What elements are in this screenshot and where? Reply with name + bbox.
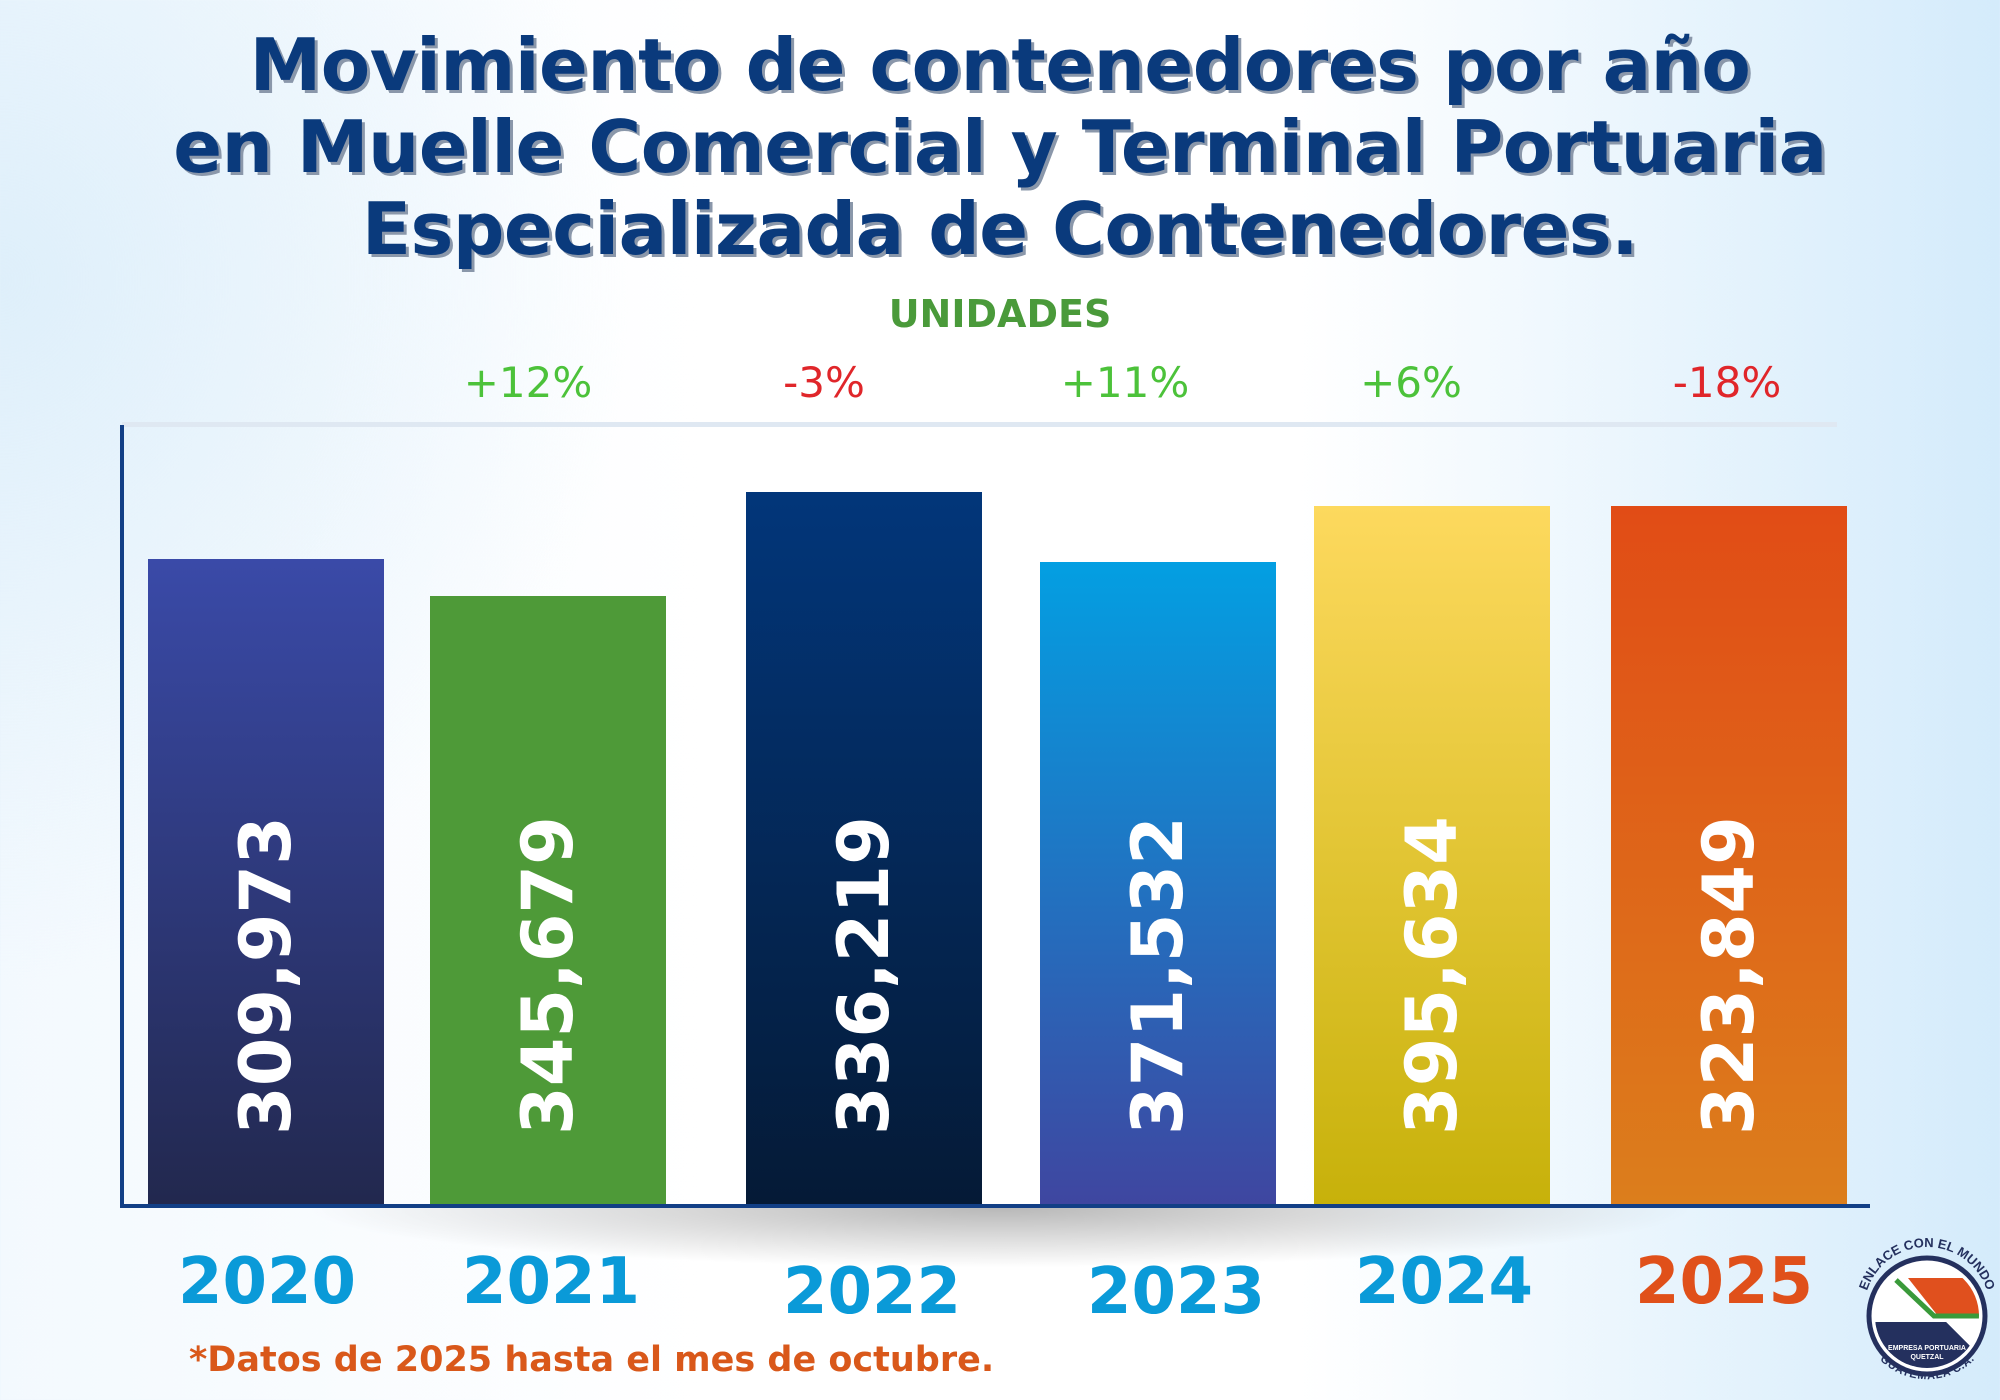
- unit-label: UNIDADES: [888, 292, 1112, 336]
- top-guide-line: [122, 422, 1837, 427]
- x-tick-label: 2021: [461, 1245, 641, 1319]
- change-label: +6%: [1360, 358, 1462, 407]
- footnote: *Datos de 2025 hasta el mes de octubre.: [189, 1340, 995, 1380]
- bar-2024: 395,634: [1314, 506, 1550, 1205]
- bar-2021: 345,679: [430, 596, 666, 1205]
- chart-title: Movimiento de contenedores por año en Mu…: [0, 24, 2000, 270]
- title-line-2: en Muelle Comercial y Terminal Portuaria: [173, 105, 1827, 189]
- bar-2022: 336,219: [746, 492, 982, 1205]
- x-axis-line: [120, 1204, 1870, 1208]
- bar-value-label: 309,973: [225, 816, 307, 1135]
- change-label: +11%: [1060, 358, 1190, 407]
- svg-text:QUETZAL: QUETZAL: [1910, 1354, 1944, 1361]
- bar-2020: 309,973: [148, 559, 384, 1205]
- bar-value-label: 323,849: [1688, 816, 1770, 1135]
- floor-shadow: [300, 1208, 1700, 1268]
- bar-value-label: 345,679: [507, 816, 589, 1135]
- x-tick-label: 2024: [1354, 1245, 1534, 1319]
- change-label: -3%: [783, 358, 865, 407]
- bar-value-label: 371,532: [1117, 816, 1199, 1135]
- bar-value-label: 336,219: [823, 816, 905, 1135]
- bar-value-label: 395,634: [1391, 816, 1473, 1135]
- title-line-1: Movimiento de contenedores por año: [249, 23, 1751, 107]
- bar-2023: 371,532: [1040, 562, 1276, 1205]
- svg-text:EMPRESA PORTUARIA: EMPRESA PORTUARIA: [1888, 1345, 1966, 1352]
- x-tick-label: 2023: [1086, 1255, 1266, 1329]
- x-tick-label: 2022: [782, 1255, 962, 1329]
- x-tick-label: 2025: [1634, 1245, 1814, 1319]
- change-label: -18%: [1672, 358, 1782, 407]
- x-tick-label: 2020: [177, 1245, 357, 1319]
- bar-2025: 323,849: [1611, 506, 1847, 1205]
- empresa-portuaria-quetzal-logo: ENLACE CON EL MUNDO GUATEMALA C.A. EMPRE…: [1856, 1235, 1999, 1382]
- change-label: +12%: [463, 358, 593, 407]
- y-axis-line: [120, 425, 124, 1207]
- title-line-3: Especializada de Contenedores.: [361, 187, 1639, 271]
